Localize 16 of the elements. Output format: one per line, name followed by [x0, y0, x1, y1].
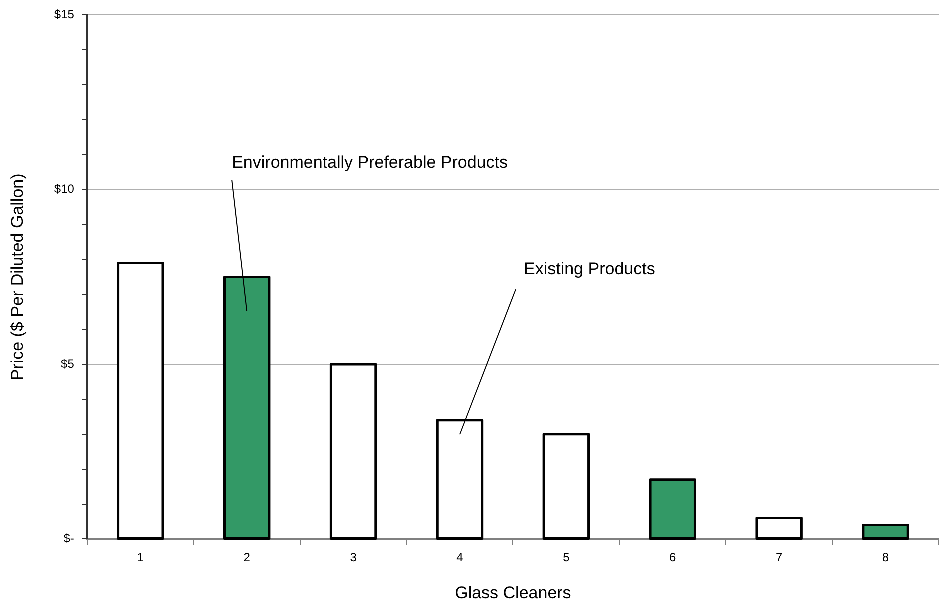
y-axis-title: Price ($ Per Diluted Gallon) — [8, 174, 27, 381]
x-tick-label: 7 — [776, 550, 783, 565]
y-tick-label: $- — [64, 532, 74, 546]
annotation: Environmentally Preferable Products — [232, 153, 508, 172]
x-tick-label: 4 — [456, 550, 464, 565]
y-tick-label: $10 — [54, 182, 75, 196]
x-tick-label: 1 — [137, 550, 144, 565]
y-tick-label: $15 — [54, 8, 75, 22]
x-axis-title: Glass Cleaners — [455, 583, 572, 602]
y-tick-label: $5 — [61, 356, 75, 371]
x-tick-label: 6 — [670, 550, 677, 565]
x-tick-label: 2 — [244, 550, 251, 565]
x-tick-label: 5 — [563, 550, 570, 565]
annotation: Existing Products — [524, 260, 656, 279]
x-tick-label: 3 — [350, 550, 358, 565]
x-tick-label: 8 — [882, 550, 890, 565]
